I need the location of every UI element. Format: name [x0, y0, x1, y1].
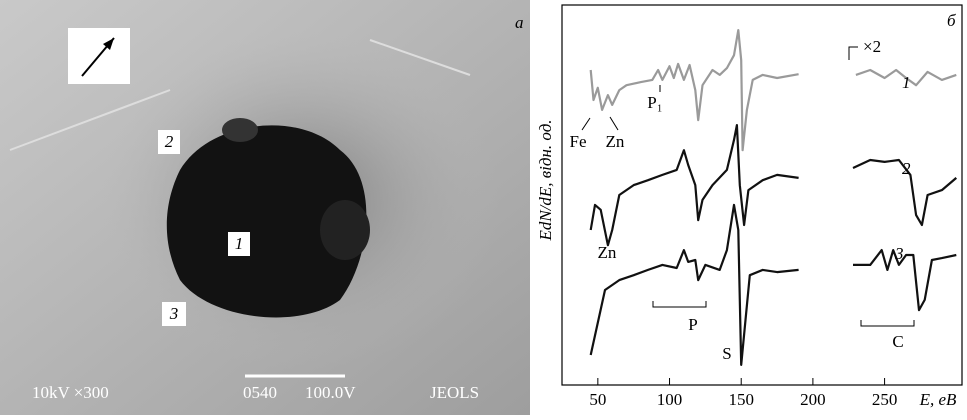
arrow-head: [103, 38, 114, 50]
spectrum-line: [589, 124, 799, 247]
dark-spot: [320, 200, 370, 260]
x-axis-label: E, eB: [919, 390, 957, 409]
x-tick-label: 150: [728, 390, 754, 409]
dark-spot: [222, 118, 258, 142]
annotation: ×2: [863, 37, 881, 56]
annotation: P: [688, 315, 697, 334]
region-label: 1: [235, 234, 244, 253]
label-box: [228, 232, 250, 256]
scratch: [369, 39, 471, 76]
footer-text: 10kV ×300: [32, 383, 109, 402]
footer-text: 0540: [243, 383, 277, 402]
annotation: S: [722, 344, 731, 363]
spectrum-line: [853, 249, 957, 312]
y-axis-label: EdN/dE, відн. од.: [536, 119, 555, 241]
spectrum-line: [855, 68, 957, 87]
legend-label: 2: [902, 159, 911, 178]
footer-text: 100.0V: [305, 383, 356, 402]
region-label: 2: [165, 132, 174, 151]
annotation: Zn: [606, 132, 625, 151]
spectrum-line: [589, 203, 799, 366]
bracket: [848, 46, 858, 60]
label-box: [162, 302, 186, 326]
legend-label: 3: [894, 244, 904, 263]
spectrum-line: [589, 29, 799, 152]
annotation: P₁: [647, 93, 662, 112]
x-tick-label: 50: [589, 390, 606, 409]
bracket: [652, 301, 707, 308]
sem-image: а 2 1 3 10kV ×300 0540 100.0V JEOLS: [0, 0, 530, 415]
panel-label: б: [947, 11, 956, 30]
pointer: [581, 117, 591, 131]
footer-text: JEOLS: [430, 383, 479, 402]
scratch: [9, 89, 171, 151]
panel-label: а: [515, 13, 524, 32]
annotation: C: [892, 332, 903, 351]
bracket: [860, 320, 915, 327]
x-tick-label: 200: [800, 390, 826, 409]
x-tick-label: 250: [872, 390, 898, 409]
spectrum-line: [852, 158, 958, 227]
annotation: Fe: [570, 132, 587, 151]
dark-spot: [166, 125, 367, 318]
annotation: Zn: [598, 243, 617, 262]
legend-label: 1: [902, 73, 911, 92]
label-box: [158, 130, 180, 154]
pointer: [609, 116, 619, 131]
plot-frame: [561, 4, 963, 386]
x-tick-label: 100: [657, 390, 683, 409]
region-label: 3: [169, 304, 179, 323]
